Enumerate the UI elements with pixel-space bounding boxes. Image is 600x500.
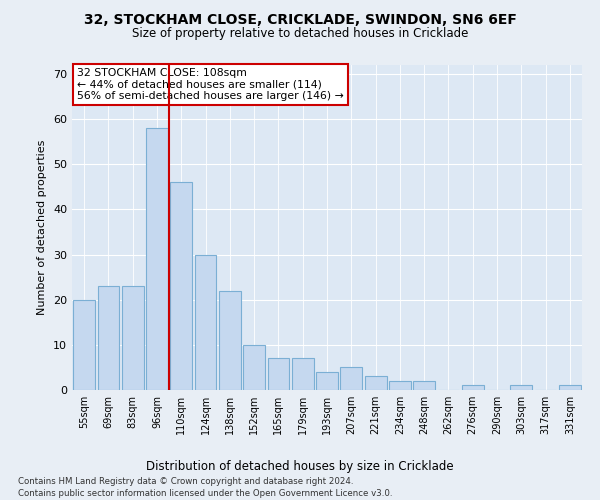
Bar [146,128,168,390]
Bar [462,386,484,390]
Text: Contains HM Land Registry data © Crown copyright and database right 2024.: Contains HM Land Registry data © Crown c… [18,478,353,486]
Bar [340,368,362,390]
Bar [316,372,338,390]
Bar [365,376,386,390]
Bar [389,381,411,390]
Text: 32 STOCKHAM CLOSE: 108sqm
← 44% of detached houses are smaller (114)
56% of semi: 32 STOCKHAM CLOSE: 108sqm ← 44% of detac… [77,68,344,102]
Y-axis label: Number of detached properties: Number of detached properties [37,140,47,315]
Bar [511,386,532,390]
Bar [170,182,192,390]
Text: Contains public sector information licensed under the Open Government Licence v3: Contains public sector information licen… [18,489,392,498]
Bar [73,300,95,390]
Bar [559,386,581,390]
Bar [292,358,314,390]
Bar [97,286,119,390]
Text: Size of property relative to detached houses in Cricklade: Size of property relative to detached ho… [132,28,468,40]
Bar [413,381,435,390]
Bar [268,358,289,390]
Bar [122,286,143,390]
Text: Distribution of detached houses by size in Cricklade: Distribution of detached houses by size … [146,460,454,473]
Bar [243,345,265,390]
Bar [194,254,217,390]
Bar [219,290,241,390]
Text: 32, STOCKHAM CLOSE, CRICKLADE, SWINDON, SN6 6EF: 32, STOCKHAM CLOSE, CRICKLADE, SWINDON, … [83,12,517,26]
